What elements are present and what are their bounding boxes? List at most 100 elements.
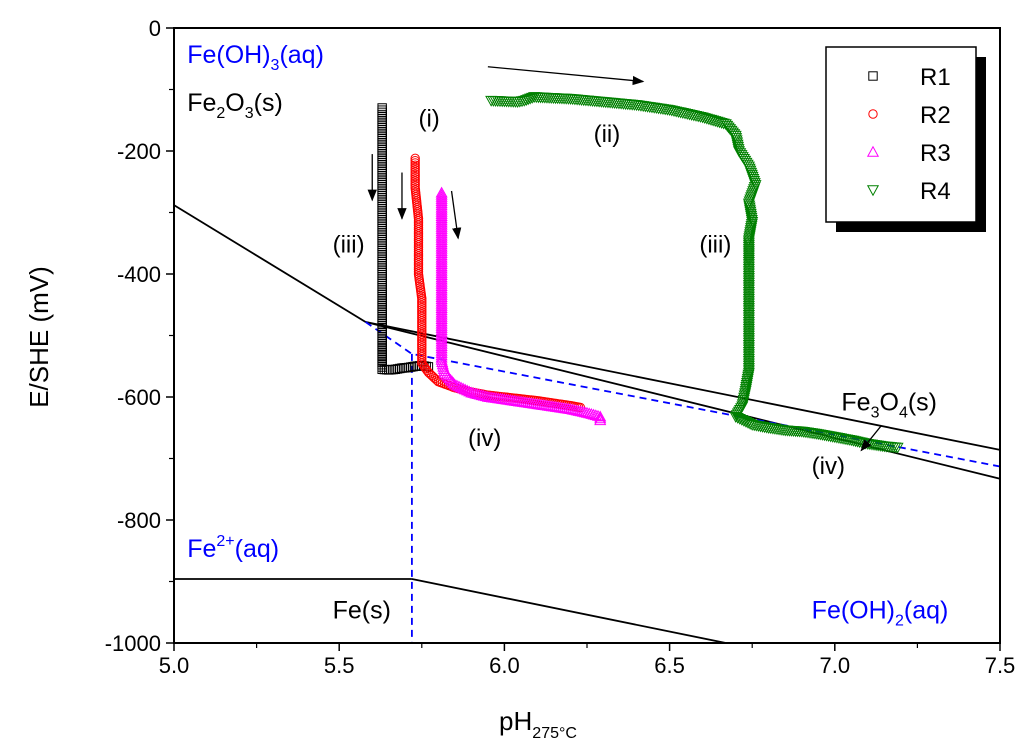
data-point-R4 [740, 380, 753, 391]
data-point-R4 [744, 227, 757, 239]
series-R1 [377, 103, 434, 375]
data-point-R2 [417, 311, 427, 322]
phase-boundaries [173, 204, 1001, 644]
data-point-R2 [413, 258, 424, 268]
data-point-R2 [413, 246, 424, 257]
data-point-R2 [417, 320, 427, 331]
legend-marker-R3 [866, 145, 880, 157]
y-tick-label: -600 [117, 385, 161, 410]
data-point-R4 [746, 217, 759, 228]
legend-label-R3: R3 [920, 140, 951, 167]
data-point-R2 [417, 293, 427, 304]
data-point-R4 [741, 375, 754, 387]
data-point-R4 [743, 229, 757, 241]
data-point-R4 [744, 208, 757, 220]
data-point-R3 [594, 414, 607, 426]
data-point-R2 [413, 267, 424, 277]
data-point-R2 [413, 264, 424, 275]
x-axis-title: pH275°C [499, 706, 577, 742]
data-point-R2 [417, 314, 427, 324]
boundary-line-2 [365, 321, 1001, 480]
data-point-R3 [594, 410, 607, 422]
data-point-R2 [410, 178, 420, 189]
data-point-R2 [413, 255, 424, 266]
y-axis-title: E/SHE (mV) [24, 266, 54, 408]
data-point-R2 [417, 322, 427, 333]
data-point-R4 [742, 371, 755, 383]
annotation-2: (iii) [333, 231, 365, 258]
x-tick-label: 5.0 [159, 653, 190, 678]
arrow-3 [487, 66, 645, 86]
y-tick-label: -1000 [105, 631, 161, 656]
data-point-R4 [745, 219, 758, 231]
data-point-R3 [435, 349, 448, 361]
data-point-R4 [742, 369, 755, 381]
data-point-R2 [410, 171, 420, 182]
data-point-R2 [413, 249, 424, 259]
region-label-2: Fe2+(aq) [187, 533, 279, 563]
boundary-line-4 [411, 578, 726, 644]
data-point-R2 [413, 260, 424, 270]
data-point-R4 [743, 231, 756, 243]
data-point-R4 [742, 367, 755, 379]
data-point-R4 [743, 202, 756, 214]
data-point-R2 [410, 162, 420, 173]
data-point-R4 [733, 413, 746, 425]
data-point-R2 [410, 169, 420, 179]
data-point-R2 [417, 356, 427, 366]
data-point-R2 [413, 262, 424, 272]
data-point-R2 [410, 174, 420, 184]
x-axis-title-main: pH [499, 706, 532, 736]
data-point-R2 [417, 329, 427, 340]
data-point-R4 [737, 415, 750, 427]
legend: R1 R2 R3 R4 [825, 46, 986, 232]
data-point-R2 [413, 242, 424, 252]
data-point-R2 [417, 316, 427, 326]
x-tick-label: 6.0 [489, 653, 520, 678]
data-point-R2 [410, 176, 420, 186]
data-point-R2 [417, 302, 427, 313]
data-point-R4 [736, 399, 749, 411]
data-point-R4 [744, 206, 757, 218]
legend-marker-R4 [866, 185, 880, 197]
data-point-R2 [413, 253, 424, 264]
data-point-R2 [417, 336, 427, 346]
data-point-R2 [410, 180, 420, 191]
y-tick-label: -200 [117, 139, 161, 164]
annotation-1: (ii) [594, 121, 621, 148]
legend-marker-R2 [868, 109, 878, 119]
data-point-R4 [745, 214, 758, 226]
data-point-R4 [745, 223, 758, 235]
data-point-R2 [413, 244, 424, 255]
data-point-R2 [417, 309, 427, 319]
data-point-R2 [417, 305, 427, 315]
data-point-R4 [739, 416, 753, 428]
data-point-R2 [417, 307, 427, 317]
data-point-R2 [410, 165, 420, 175]
axes-ticks: 5.0 5.5 6.0 6.5 7.0 7.5 0 -200 -400 -600 -800 -1000 [105, 16, 1016, 678]
region-label-5: Fe3O4(s) [841, 389, 937, 422]
legend-label-R2: R2 [920, 102, 951, 129]
data-series [377, 92, 904, 454]
legend-label-R4: R4 [920, 178, 951, 205]
data-point-R2 [417, 325, 427, 335]
annotation-3: (iii) [699, 231, 731, 258]
boundary-line-1 [365, 321, 1001, 451]
data-point-R2 [410, 160, 420, 170]
data-point-R4 [740, 382, 753, 393]
series-R3 [435, 186, 607, 426]
data-point-R2 [417, 327, 427, 337]
data-point-R2 [417, 334, 427, 344]
data-point-R2 [410, 155, 420, 166]
arrow-4 [860, 425, 882, 452]
y-tick-label: -800 [117, 508, 161, 533]
legend-label-R1: R1 [920, 64, 951, 91]
data-point-R3 [594, 412, 607, 424]
x-axis-title-sub: 275°C [532, 725, 577, 742]
region-label-1: Fe2O3(s) [187, 89, 283, 122]
data-point-R4 [731, 412, 744, 424]
data-point-R4 [717, 118, 730, 130]
data-point-R2 [417, 331, 427, 342]
data-point-R4 [526, 92, 539, 104]
data-point-R4 [745, 210, 758, 222]
